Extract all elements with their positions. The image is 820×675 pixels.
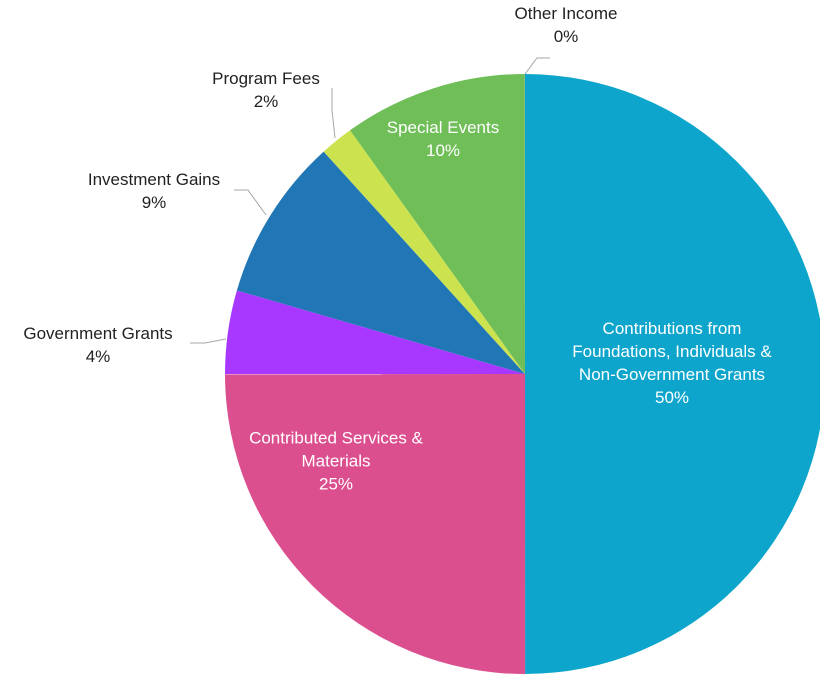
slice-category-label: Government Grants xyxy=(23,324,172,343)
slice-value-label: 25% xyxy=(319,474,353,493)
slice-category-label: Contributions from xyxy=(603,319,742,338)
slice-value-label: 50% xyxy=(655,388,689,407)
slice-value-label: 2% xyxy=(254,92,279,111)
pie-slice xyxy=(225,374,526,675)
slice-value-label: 9% xyxy=(142,193,167,212)
leader-line xyxy=(190,338,227,344)
leader-line xyxy=(331,88,336,139)
slice-value-label: 10% xyxy=(426,141,460,160)
pie-slice xyxy=(224,290,525,375)
pie-slice xyxy=(525,74,820,674)
slice-category-label: Contributed Services & xyxy=(249,428,424,447)
pie-slice xyxy=(350,74,525,374)
pie-slice xyxy=(236,151,526,374)
slice-category-label: Special Events xyxy=(387,118,499,137)
slice-category-label: Investment Gains xyxy=(88,170,220,189)
slice-value-label: 0% xyxy=(554,27,579,46)
slice-category-label: Foundations, Individuals & xyxy=(572,342,772,361)
slice-category-label: Materials xyxy=(302,451,371,470)
pie-slice xyxy=(323,130,525,374)
slice-value-label: 4% xyxy=(86,347,111,366)
leader-line xyxy=(524,57,550,75)
slice-category-label: Program Fees xyxy=(212,69,320,88)
slice-category-label: Non-Government Grants xyxy=(579,365,765,384)
leader-line xyxy=(234,189,267,216)
slice-category-label: Other Income xyxy=(515,4,618,23)
